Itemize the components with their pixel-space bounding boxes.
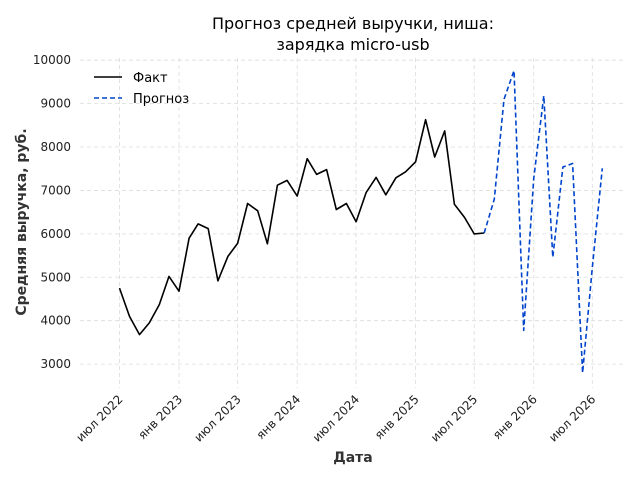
y-tick-label: 5000 — [40, 270, 71, 284]
y-axis-label: Средняя выручка, руб. — [14, 128, 30, 315]
series-line-fact — [118, 118, 485, 336]
y-tick-label: 6000 — [40, 227, 71, 241]
chart-title-line2: зарядка micro-usb — [276, 35, 429, 54]
y-tick-label: 4000 — [40, 314, 71, 328]
legend: Факт Прогноз — [94, 71, 189, 107]
y-axis-ticks: 3000 4000 5000 6000 7000 8000 9000 10000 — [33, 53, 71, 371]
y-tick-label: 9000 — [40, 97, 71, 111]
x-gridlines — [119, 58, 593, 388]
y-tick-label: 8000 — [40, 140, 71, 154]
legend-label-forecast: Прогноз — [133, 92, 189, 107]
y-tick-label: 3000 — [40, 357, 71, 371]
x-axis-label: Дата — [333, 450, 372, 466]
y-tick-label: 10000 — [33, 53, 71, 67]
legend-label-fact: Факт — [133, 71, 168, 86]
y-tick-label: 7000 — [40, 183, 71, 197]
series-layer — [118, 69, 604, 374]
chart-title: Прогноз средней выручки, ниша: — [212, 14, 494, 33]
